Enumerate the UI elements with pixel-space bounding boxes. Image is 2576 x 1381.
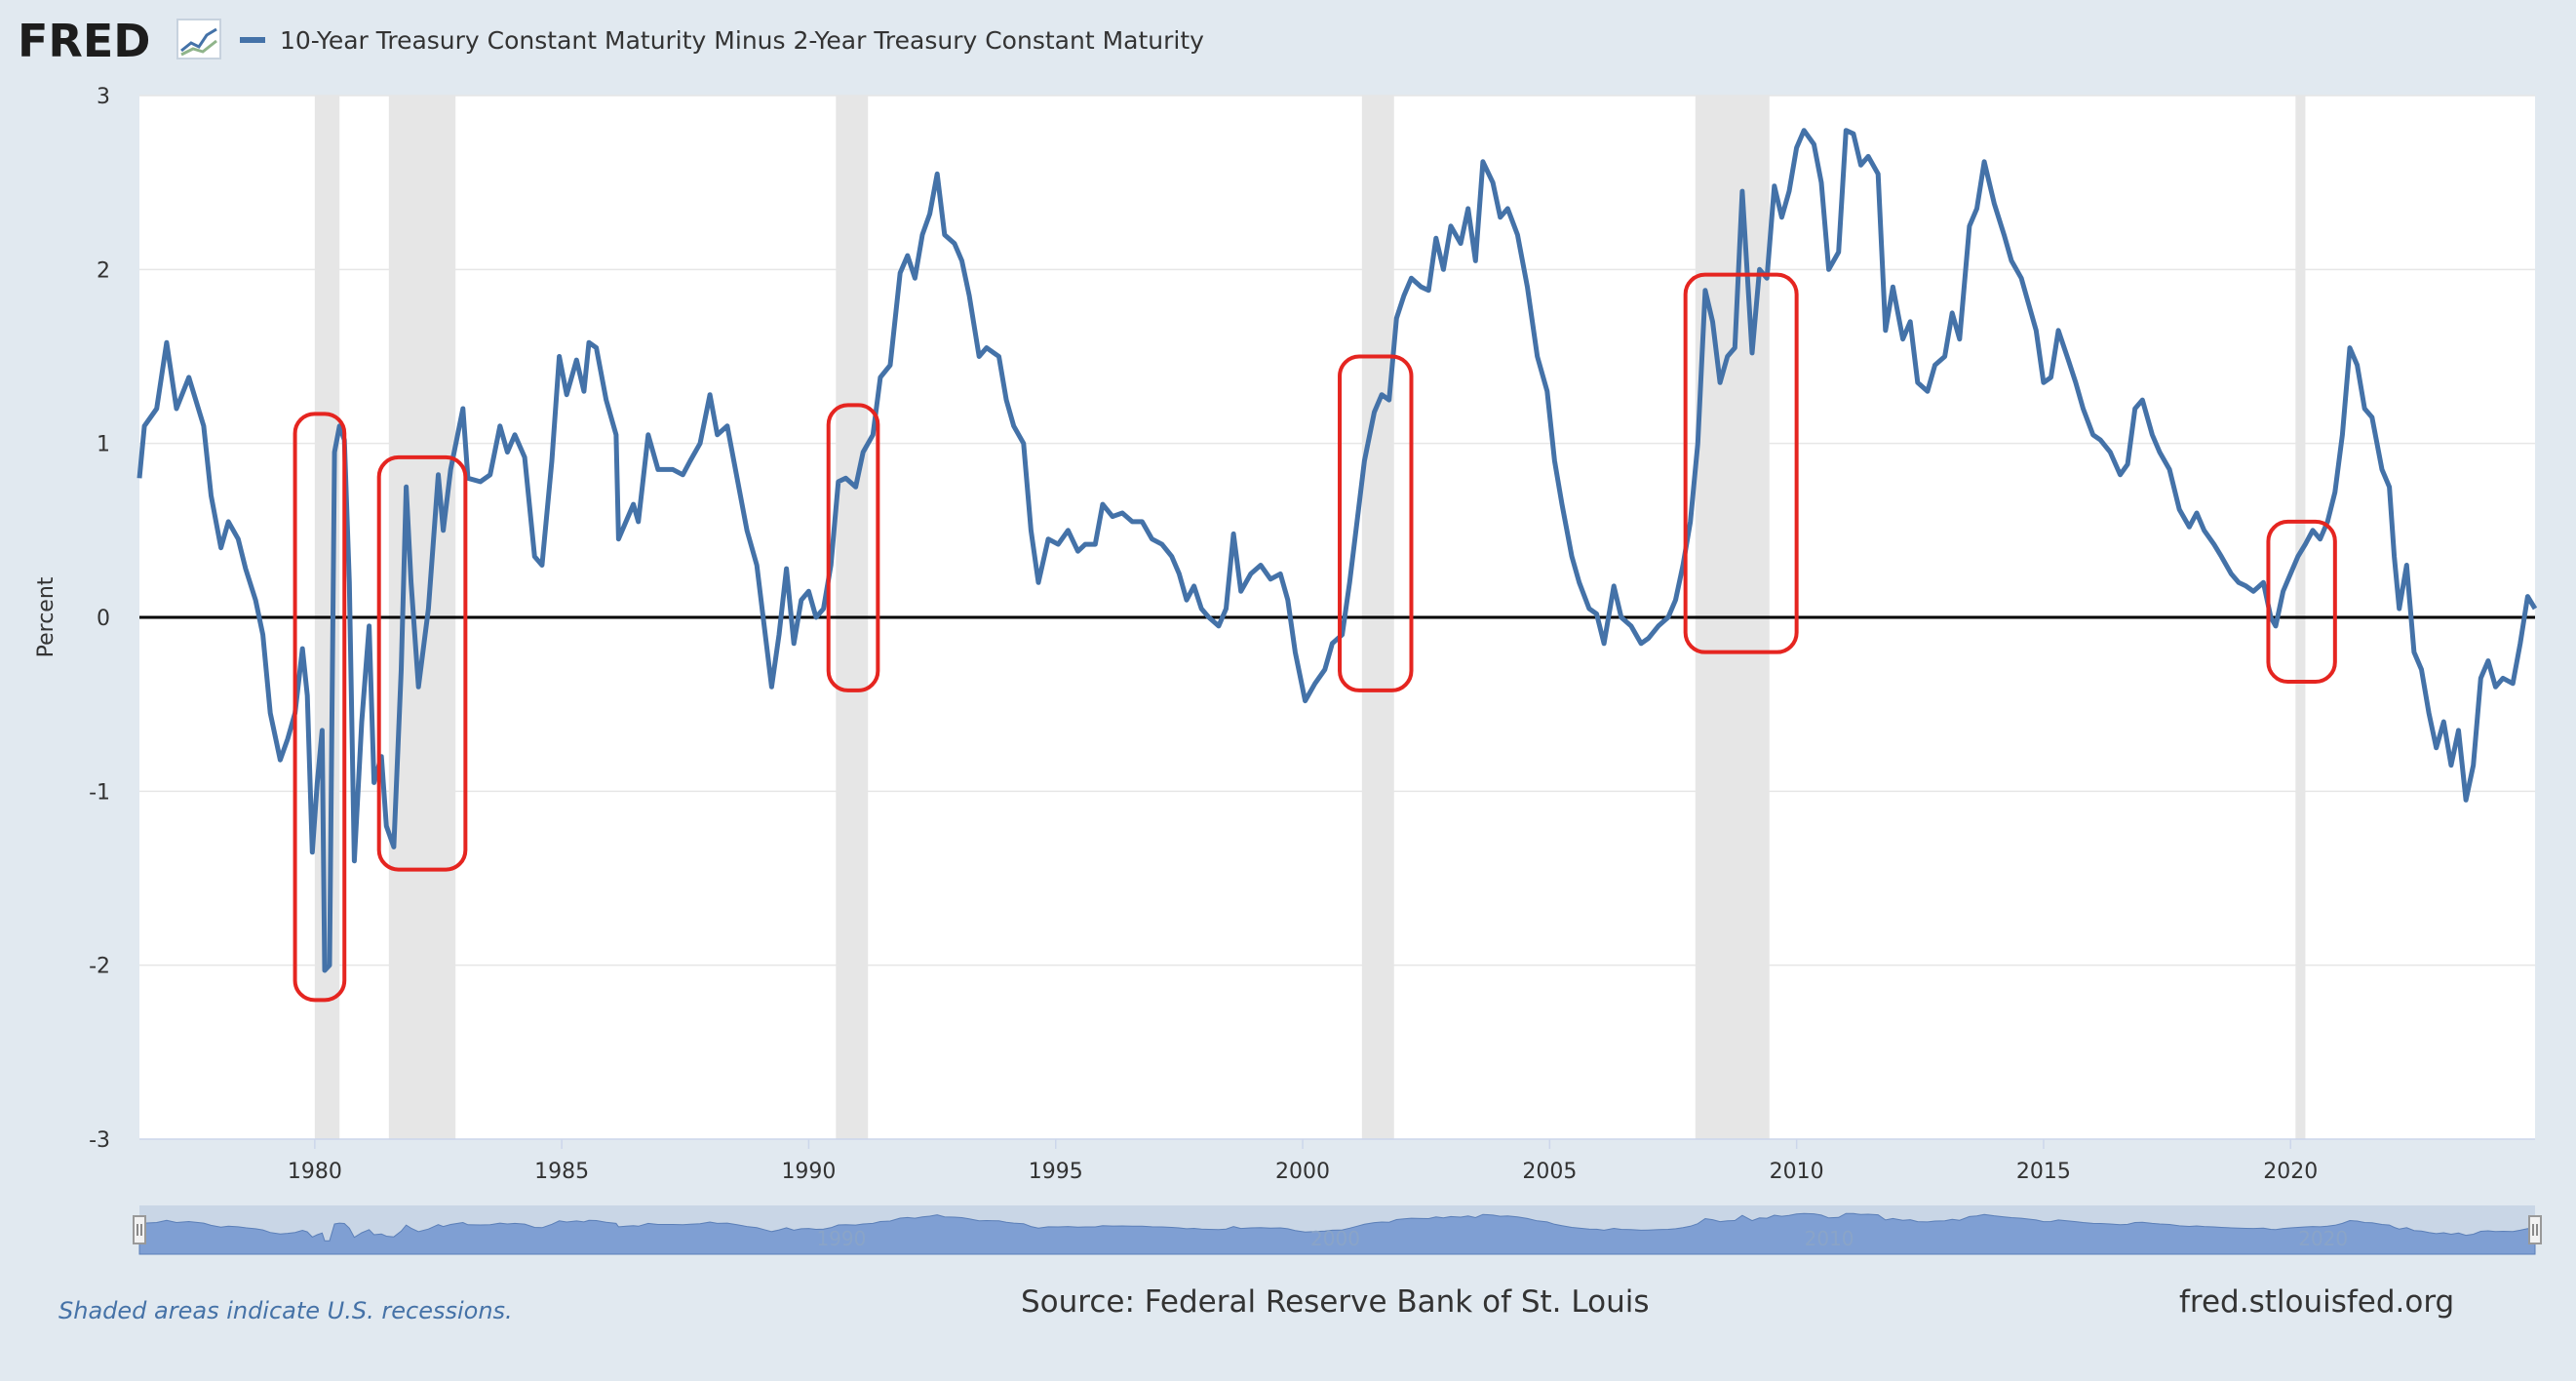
- recession-note: Shaded areas indicate U.S. recessions.: [59, 1297, 513, 1324]
- highlight-box: [2266, 519, 2337, 684]
- highlight-box: [826, 403, 880, 692]
- y-tick-label: 3: [97, 85, 110, 109]
- legend-line-swatch: [240, 37, 265, 43]
- highlight-box: [1338, 354, 1414, 692]
- x-tick-label: 2015: [2016, 1160, 2071, 1184]
- series-line[interactable]: [137, 128, 2538, 973]
- y-tick-label: 0: [97, 607, 110, 631]
- highlight-box: [376, 454, 468, 872]
- source-text: Source: Federal Reserve Bank of St. Loui…: [1021, 1284, 1650, 1320]
- highlight-box: [293, 412, 347, 1003]
- y-tick-label: -1: [89, 780, 110, 805]
- chart-icon[interactable]: [176, 19, 221, 59]
- fred-logo[interactable]: FRED: [18, 15, 150, 67]
- x-tick-label: 2010: [1770, 1160, 1824, 1184]
- x-tick-label: 1995: [1029, 1160, 1083, 1184]
- highlight-boxes: [293, 272, 2337, 1003]
- highlight-box: [1683, 272, 1799, 654]
- y-tick-label: -2: [89, 955, 110, 979]
- x-tick-label: 2005: [1522, 1160, 1577, 1184]
- y-tick-label: 2: [97, 258, 110, 283]
- x-tick-label: 2000: [1275, 1160, 1330, 1184]
- navigator-label: 2010: [1805, 1227, 1854, 1250]
- series-title[interactable]: 10-Year Treasury Constant Maturity Minus…: [280, 26, 1204, 55]
- y-axis-label: Percent: [34, 576, 59, 657]
- x-tick-label: 1990: [781, 1160, 836, 1184]
- y-tick-label: 1: [97, 433, 110, 457]
- x-axis-ticks: 1980 1985 1990 1995 2000 2005 2010 2015 2020: [288, 1139, 2318, 1184]
- fred-url[interactable]: fred.stlouisfed.org: [2179, 1284, 2454, 1320]
- x-tick-label: 1980: [288, 1160, 342, 1184]
- x-tick-label: 1985: [534, 1160, 589, 1184]
- navigator-series: [138, 1212, 2536, 1255]
- gridlines: [139, 95, 2535, 1140]
- navigator-label: 2000: [1310, 1227, 1360, 1250]
- navigator-label: 1990: [816, 1227, 866, 1250]
- range-navigator[interactable]: 1990 2000 2010 2020: [133, 1205, 2542, 1255]
- x-tick-label: 2020: [2263, 1160, 2318, 1184]
- y-tick-label: -3: [89, 1128, 110, 1153]
- y-axis-ticks: -3 -2 -1 0 1 2 3: [89, 85, 110, 1153]
- navigator-left-handle[interactable]: [133, 1215, 146, 1244]
- navigator-right-handle[interactable]: [2528, 1215, 2542, 1244]
- navigator-label: 2020: [2298, 1227, 2348, 1250]
- header: FRED 10-Year Treasury Constant Maturity …: [18, 15, 1204, 67]
- navigator-labels: 1990 2000 2010 2020: [816, 1227, 2348, 1250]
